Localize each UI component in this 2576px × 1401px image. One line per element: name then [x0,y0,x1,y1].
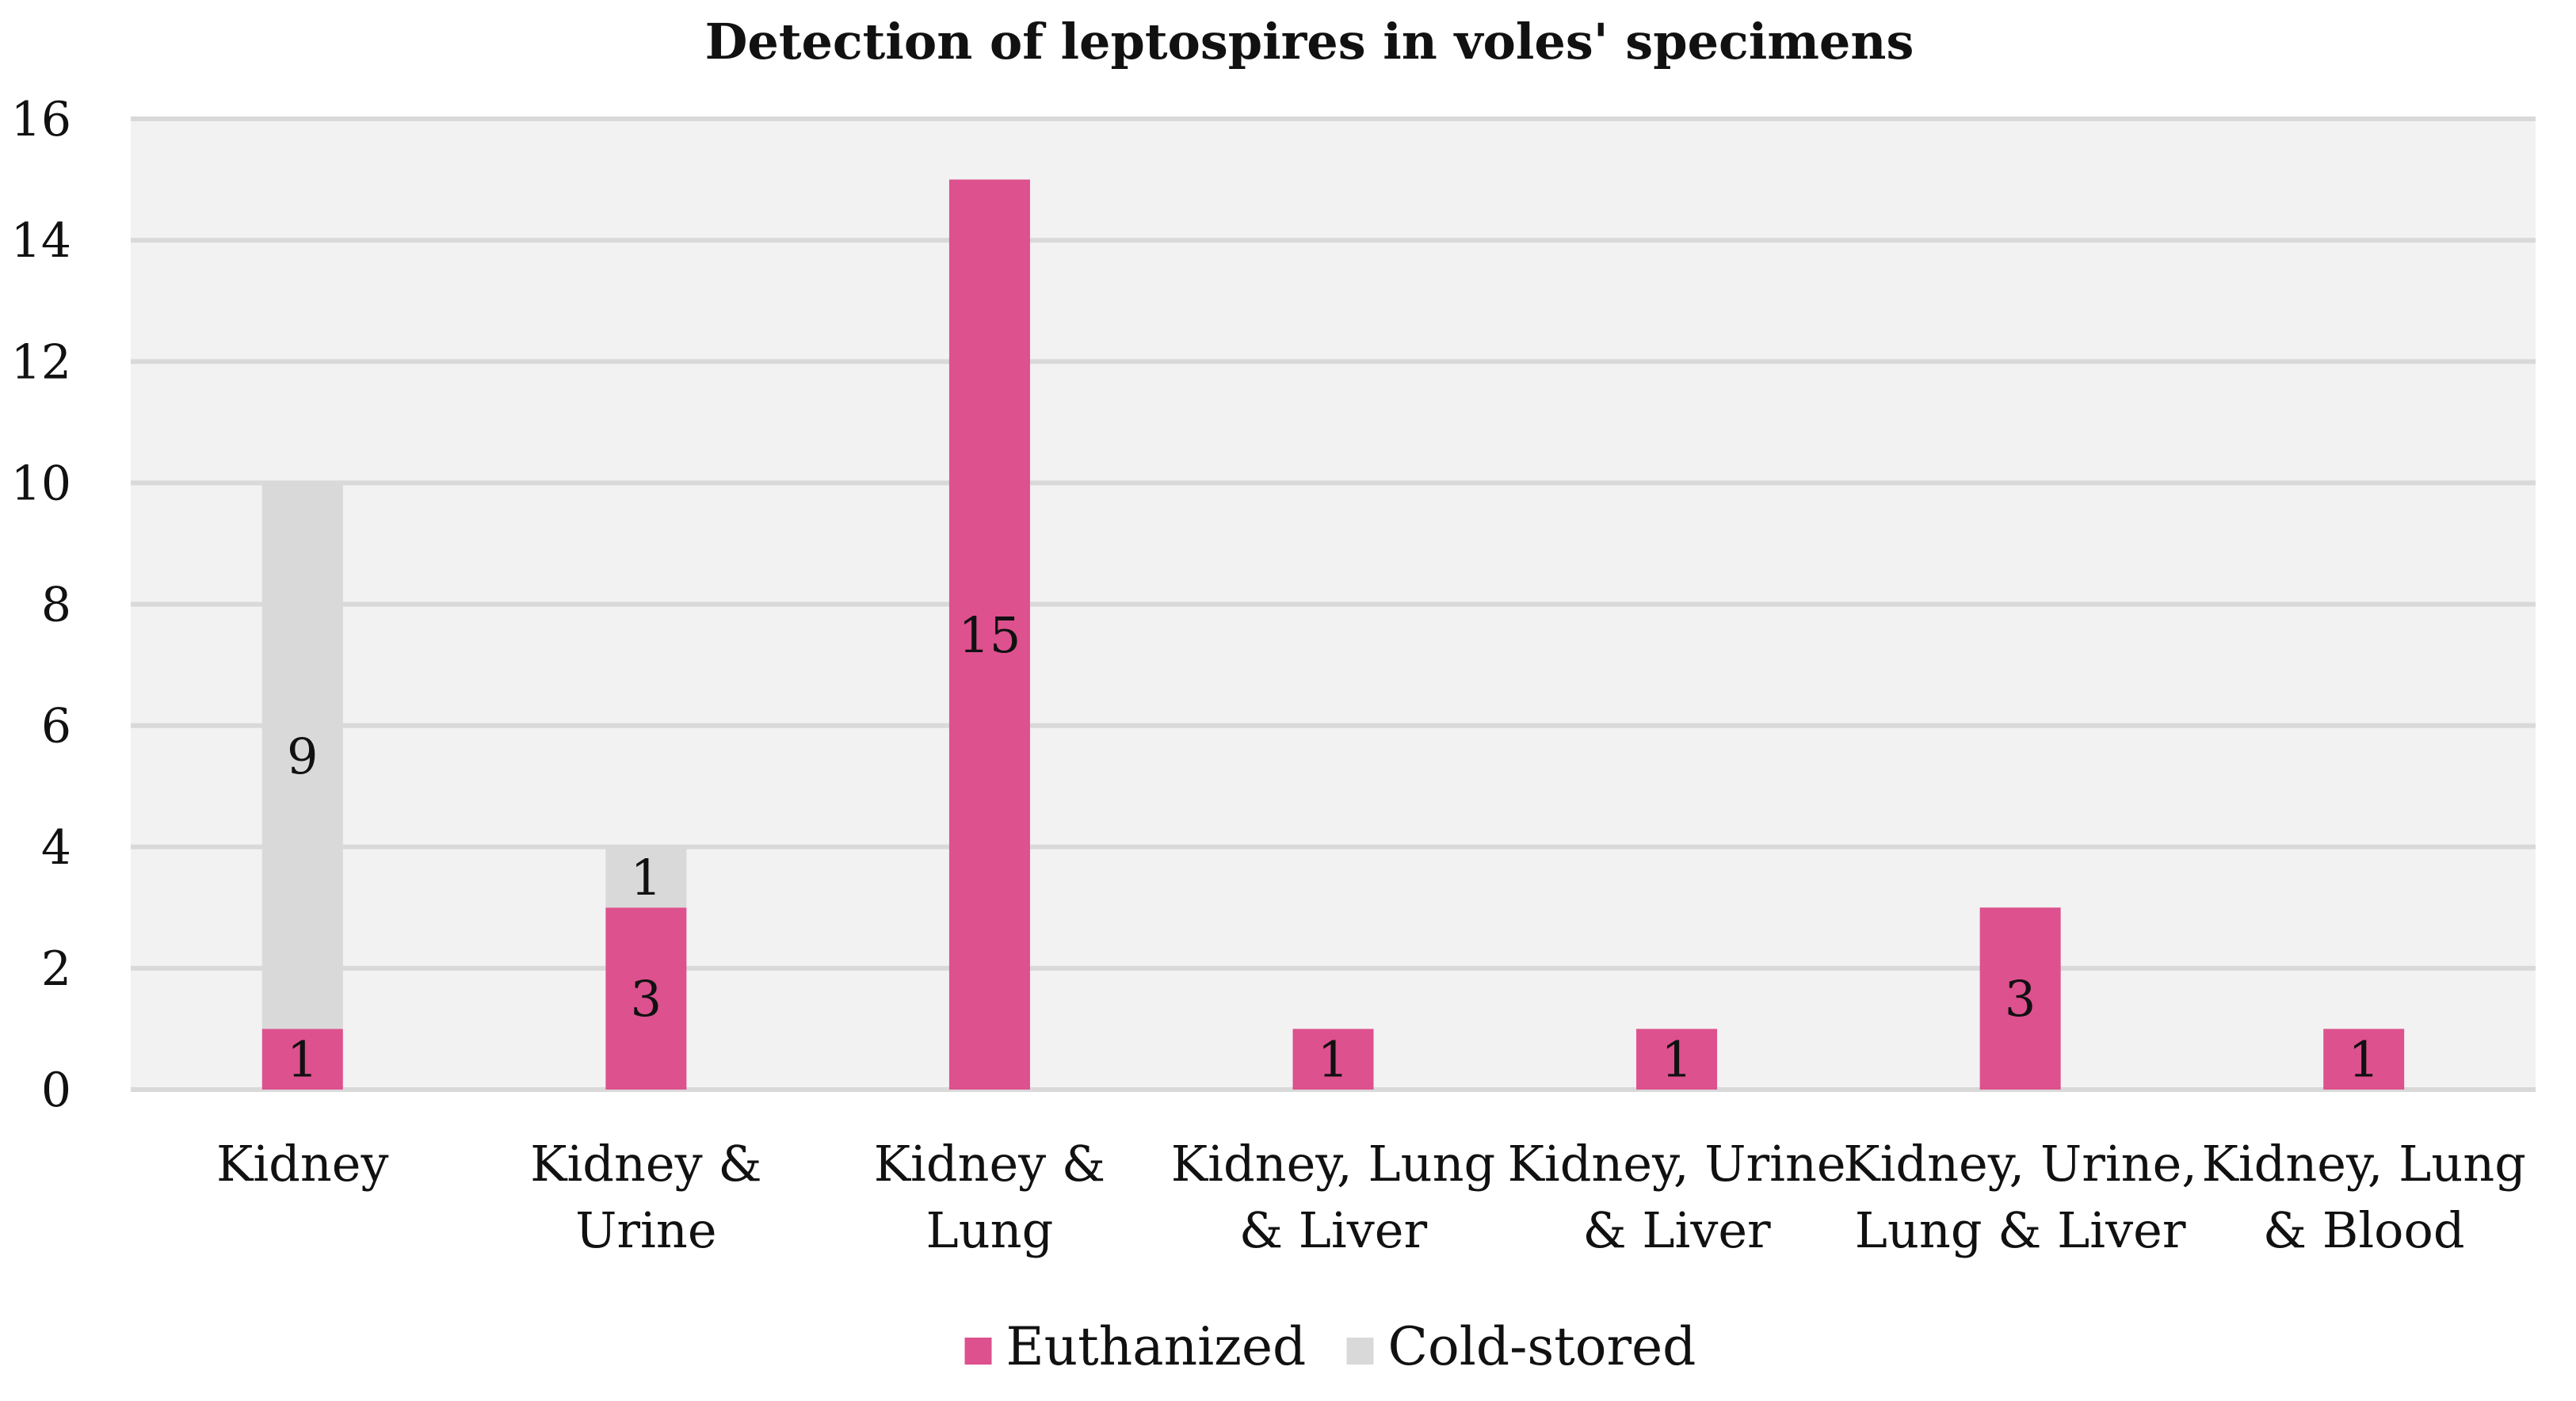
y-tick-label: 10 [11,456,71,511]
bars [261,179,2405,1090]
y-tick-label: 12 [11,334,71,390]
data-label: 1 [287,1031,318,1089]
data-label: 3 [631,970,662,1028]
y-tick-label: 8 [41,578,71,633]
y-tick-label: 16 [11,92,71,147]
x-tick-label: Kidney & Urine [530,1135,761,1259]
y-axis-ticks: 0 2 4 6 8 10 12 14 16 [11,92,71,1118]
bar-euthanized [1636,1029,1718,1090]
x-tick-label: Kidney, Lung & Liver [1171,1135,1495,1259]
bar-cold-stored [261,483,343,1029]
y-tick-label: 0 [41,1063,71,1118]
y-tick-label: 4 [41,820,71,876]
x-tick-label: Kidney, Urine & Liver [1508,1135,1846,1259]
legend: Euthanized Cold-stored [964,1316,1696,1377]
y-tick-label: 6 [41,699,71,754]
y-tick-label: 14 [11,213,71,269]
data-label: 1 [1318,1031,1349,1089]
bar-euthanized [261,1029,343,1090]
data-label: 1 [631,849,662,907]
x-tick-label: Kidney & Lung [874,1135,1105,1259]
chart-title: Detection of leptospires in voles' speci… [705,13,1914,71]
data-label: 3 [2005,970,2036,1028]
data-label: 1 [2348,1031,2379,1089]
x-tick-label: Kidney, Urine, Lung & Liver [1843,1135,2197,1259]
legend-swatch [1346,1338,1374,1365]
x-tick-label: Kidney [216,1135,388,1193]
y-tick-label: 2 [41,941,71,997]
bar-euthanized [1292,1029,1374,1090]
gridlines [131,116,2536,1092]
bar-euthanized [948,179,1030,1090]
legend-swatch [964,1338,992,1365]
bar-cold-stored [605,846,687,908]
data-label: 1 [1661,1031,1692,1089]
legend-label: Cold-stored [1388,1316,1696,1377]
bar-euthanized [1979,907,2061,1090]
legend-label: Euthanized [1006,1316,1307,1377]
bar-euthanized [605,907,687,1090]
x-axis-ticks: Kidney Kidney & Urine Kidney & Lung Kidney, L… [216,1135,2526,1259]
data-labels: 1 3 15 1 1 3 1 9 1 [287,606,2379,1089]
bar-euthanized [2323,1029,2405,1090]
data-label: 15 [958,606,1021,664]
data-label: 9 [287,727,318,785]
x-tick-label: Kidney, Lung & Blood [2202,1135,2526,1259]
